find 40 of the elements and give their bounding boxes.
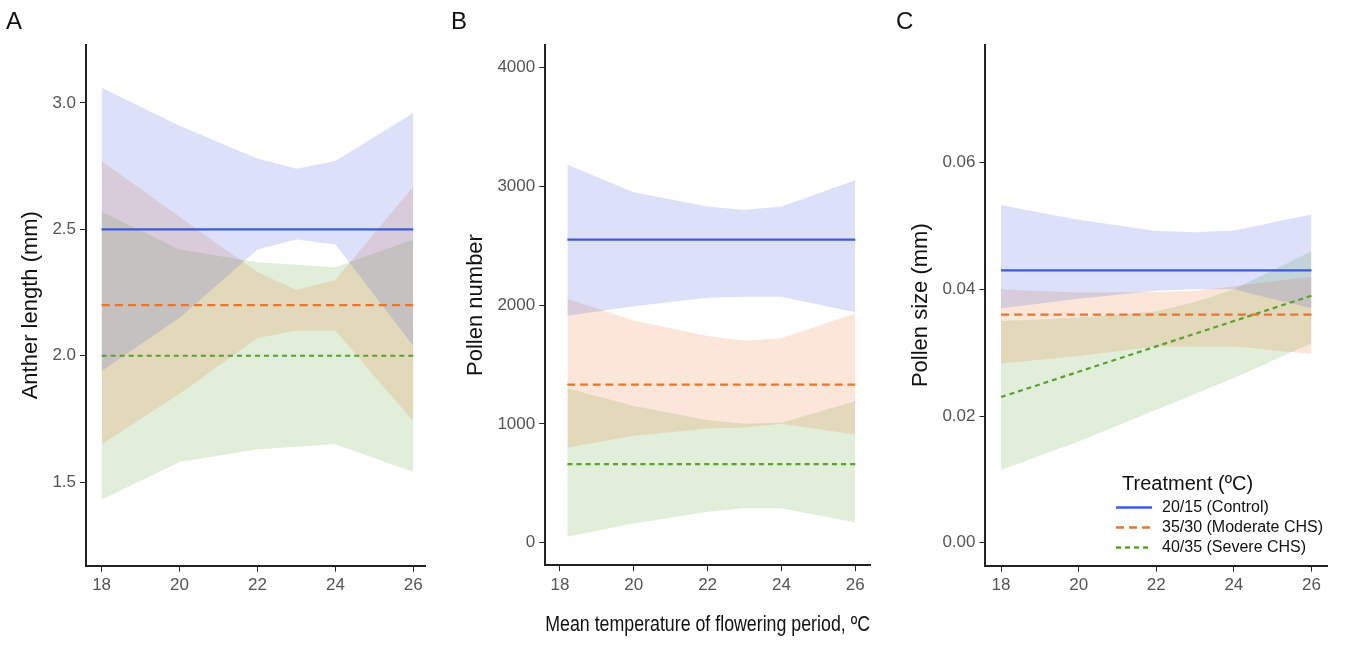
x-tick-label: 18 xyxy=(991,575,1011,595)
y-tick-label: 0.00 xyxy=(942,532,976,552)
legend-label: 20/15 (Control) xyxy=(1162,498,1269,516)
y-tick-label: 3.0 xyxy=(52,92,77,112)
legend-label: 35/30 (Moderate CHS) xyxy=(1162,518,1324,536)
chart-title: B xyxy=(451,7,468,35)
x-tick-label: 24 xyxy=(771,575,791,595)
x-tick-label: 20 xyxy=(170,575,189,595)
y-tick-label: 0.04 xyxy=(942,279,976,299)
x-axis-title: Mean temperature of flowering period, ºC xyxy=(545,611,870,636)
x-tick-label: 20 xyxy=(624,575,644,595)
y-tick-label: 3000 xyxy=(497,175,536,195)
y-tick-label: 1.5 xyxy=(52,471,77,491)
x-tick-label: 24 xyxy=(1224,575,1244,595)
y-tick-label: 0.06 xyxy=(942,152,976,172)
x-tick-label: 26 xyxy=(845,575,865,595)
y-tick-label: 0 xyxy=(525,532,536,552)
chart-title: A xyxy=(6,7,23,35)
y-tick-label: 2.5 xyxy=(52,219,77,239)
x-tick-label: 22 xyxy=(248,575,267,595)
x-tick-label: 22 xyxy=(698,575,718,595)
y-tick-label: 2.0 xyxy=(52,345,77,365)
y-tick-label: 4000 xyxy=(497,57,536,77)
y-tick-label: 1000 xyxy=(497,413,536,433)
x-tick-label: 26 xyxy=(1302,575,1321,595)
x-tick-label: 26 xyxy=(403,575,423,595)
y-axis-title: Pollen number xyxy=(462,234,488,376)
chart-title: C xyxy=(896,7,914,35)
y-tick-label: 0.02 xyxy=(942,405,976,425)
x-tick-label: 20 xyxy=(1069,575,1089,595)
y-axis-title: Anther length (mm) xyxy=(17,211,43,400)
legend-title: Treatment (ºC) xyxy=(1122,471,1254,494)
x-tick-label: 18 xyxy=(550,575,570,595)
y-axis-title: Pollen size (mm) xyxy=(907,223,933,388)
legend-label: 40/35 (Severe CHS) xyxy=(1162,538,1307,556)
x-tick-label: 22 xyxy=(1146,575,1166,595)
line-series xyxy=(999,294,1313,399)
x-tick-label: 24 xyxy=(325,575,345,595)
x-tick-label: 18 xyxy=(92,575,112,595)
y-tick-label: 2000 xyxy=(497,294,536,314)
